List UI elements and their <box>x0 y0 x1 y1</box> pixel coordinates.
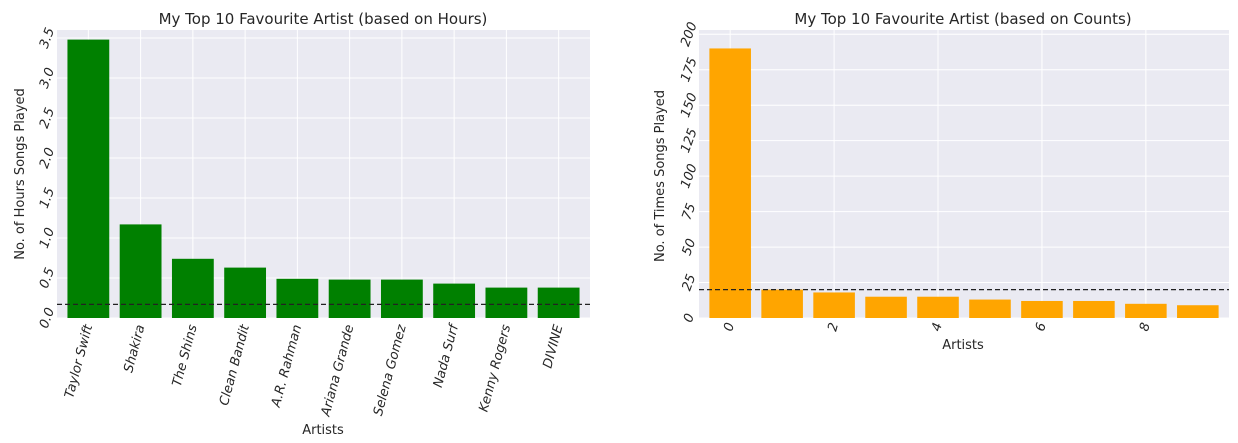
bar <box>119 224 162 318</box>
bar <box>433 283 476 318</box>
y-tick-label: 175 <box>678 56 701 84</box>
bar <box>537 287 580 318</box>
hours-y-tick-labels: 0.0 0.5 1.0 1.5 2.0 2.5 3.0 3.5 <box>37 26 58 331</box>
bar <box>380 279 423 318</box>
y-tick-label: 75 <box>680 201 700 222</box>
x-tick-label: DIVINE <box>541 322 567 370</box>
x-tick-label: Clean Bandit <box>217 322 253 407</box>
y-tick-label: 0.0 <box>37 306 58 331</box>
y-tick-label: 200 <box>678 20 701 48</box>
x-tick-label: Taylor Swift <box>62 322 96 400</box>
bar <box>224 267 267 318</box>
y-tick-label: 1.0 <box>37 226 58 251</box>
bar <box>761 289 803 318</box>
x-tick-label: A.R. Rahman <box>269 323 306 410</box>
bar <box>67 39 110 318</box>
bar <box>276 278 319 318</box>
bar <box>328 279 371 318</box>
x-tick-label: 0 <box>721 321 738 333</box>
hours-bars <box>67 39 580 318</box>
x-tick-label: Nada Surf <box>431 321 463 389</box>
x-tick-label: The Shins <box>170 323 201 388</box>
hours-x-axis-label: Artists <box>302 423 344 438</box>
x-tick-label: 6 <box>1033 321 1050 333</box>
x-tick-label: Ariana Grande <box>318 323 357 419</box>
y-tick-label: 125 <box>678 127 701 155</box>
y-tick-label: 3.5 <box>37 26 58 51</box>
x-tick-label: 8 <box>1137 321 1154 333</box>
counts-bars <box>709 48 1219 318</box>
bar <box>917 296 959 318</box>
x-tick-label: Shakira <box>121 323 148 374</box>
bar <box>1073 300 1115 318</box>
counts-x-tick-labels: 0 2 4 6 8 <box>721 321 1153 333</box>
counts-y-axis-label: No. of Times Songs Played <box>653 90 668 262</box>
x-tick-label: 4 <box>929 321 946 333</box>
counts-y-tick-labels: 0 25 50 75 100 125 150 175 200 <box>678 20 701 324</box>
counts-chart: 0 25 50 75 100 125 150 175 200 0 2 4 6 8 My Top 10 F… <box>653 10 1229 353</box>
hours-chart: 0.0 0.5 1.0 1.5 2.0 2.5 3.0 3.5 Taylor Swift Sha… <box>13 10 590 438</box>
x-tick-label: Selena Gomez <box>371 322 410 418</box>
y-tick-label: 0.5 <box>37 266 58 291</box>
y-tick-label: 0 <box>681 312 698 325</box>
y-tick-label: 25 <box>680 272 700 293</box>
y-tick-label: 100 <box>678 162 701 190</box>
bar <box>1021 300 1063 318</box>
counts-chart-title: My Top 10 Favourite Artist (based on Cou… <box>794 10 1131 28</box>
bar <box>969 299 1011 318</box>
x-tick-label: 2 <box>825 321 842 333</box>
y-tick-label: 50 <box>680 237 700 258</box>
bar <box>485 287 528 318</box>
y-tick-label: 150 <box>678 91 701 119</box>
bar <box>1125 303 1167 318</box>
hours-x-tick-labels: Taylor Swift Shakira The Shins Clean Bandit… <box>62 321 567 419</box>
bar <box>709 48 751 318</box>
hours-chart-title: My Top 10 Favourite Artist (based on Hou… <box>159 10 488 28</box>
y-tick-label: 2.5 <box>37 106 58 131</box>
bar <box>1177 305 1219 318</box>
counts-plot-area <box>699 30 1229 318</box>
bar <box>171 258 214 318</box>
bar <box>865 296 907 318</box>
counts-x-axis-label: Artists <box>942 338 984 353</box>
y-tick-label: 1.5 <box>37 186 58 211</box>
hours-y-axis-label: No. of Hours Songs Played <box>13 88 28 260</box>
y-tick-label: 2.0 <box>37 146 58 171</box>
x-tick-label: Kenny Rogers <box>477 323 515 414</box>
y-tick-label: 3.0 <box>37 66 58 91</box>
bar <box>813 292 855 318</box>
